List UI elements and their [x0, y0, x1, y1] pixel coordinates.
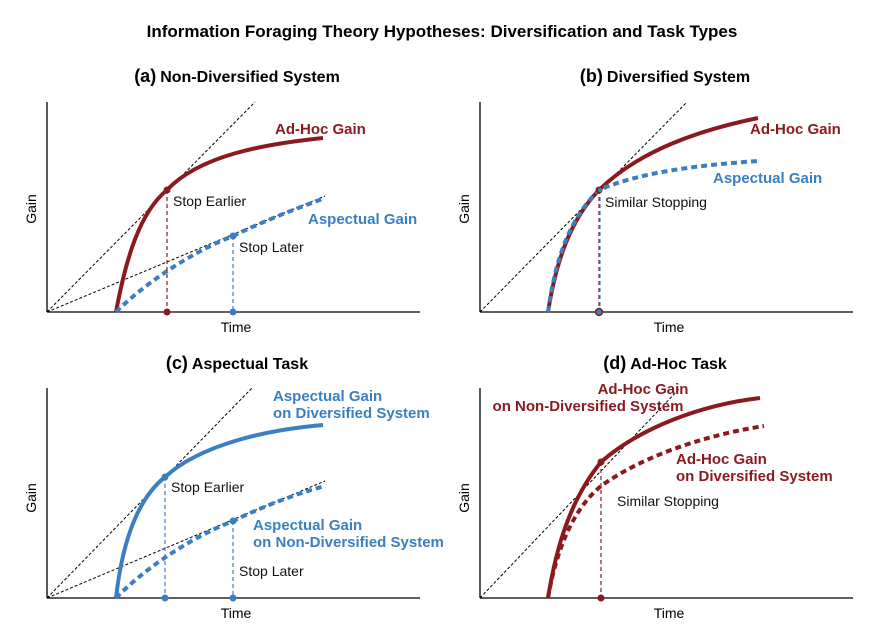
panel-a-adhoc-label: Ad-Hoc Gain [275, 121, 366, 138]
panel-a-title: (a) Non-Diversified System [134, 66, 340, 86]
panel-a-aspectual-label: Aspectual Gain [308, 211, 417, 228]
panel-c-stop-later: Stop Later [239, 563, 304, 579]
panel-d-diversified-curve [546, 424, 765, 599]
panel-d-x-label: Time [654, 605, 685, 621]
panel-d-stop-point [597, 458, 605, 466]
panel-b-aspectual-stop-point [597, 187, 603, 193]
panel-c-earlier-stop-point [161, 473, 169, 481]
panel-d-similar-stopping: Similar Stopping [617, 493, 719, 509]
panel-b-adhoc-label: Ad-Hoc Gain [750, 121, 841, 138]
panel-b-similar-stopping: Similar Stopping [605, 194, 707, 210]
panel-d-non-diversified-label-line2: on Non-Diversified System [493, 398, 684, 415]
panel-a: (a) Non-Diversified System Time Gain Ad-H… [23, 66, 420, 335]
panel-c-later-time-marker [229, 594, 237, 602]
panel-c-diversified-label-line1: Aspectual Gain [273, 388, 382, 405]
panel-d: (d) Ad-Hoc Task Time Gain Ad-Hoc Gain on … [456, 353, 853, 621]
panel-c-later-stop-point [229, 517, 237, 525]
panel-a-adhoc-stop-point [163, 186, 171, 194]
panel-c-stop-earlier: Stop Earlier [171, 479, 244, 495]
panel-d-non-diversified-label-line1: Ad-Hoc Gain [598, 381, 689, 398]
panel-c-title: (c) Aspectual Task [166, 353, 308, 373]
panel-d-time-marker [597, 594, 605, 602]
panel-a-adhoc-time-marker [163, 308, 171, 316]
panel-d-diversified-label-line1: Ad-Hoc Gain [676, 451, 767, 468]
panel-a-x-label: Time [221, 319, 252, 335]
panel-b-y-label: Gain [456, 194, 472, 224]
panel-c-x-label: Time [221, 605, 252, 621]
figure-title: Information Foraging Theory Hypotheses: … [146, 22, 738, 41]
panel-a-stop-earlier: Stop Earlier [173, 193, 246, 209]
panel-c-non-diversified-label-line2: on Non-Diversified System [253, 534, 444, 551]
panel-d-y-label: Gain [456, 483, 472, 513]
panel-d-diversified-label-line2: on Diversified System [676, 468, 833, 485]
panel-a-stop-later: Stop Later [239, 239, 304, 255]
panel-b-x-label: Time [654, 319, 685, 335]
panel-b: (b) Diversified System Time Gain Ad-Hoc G… [456, 66, 853, 335]
panel-d-title: (d) Ad-Hoc Task [603, 353, 727, 373]
panel-c-non-diversified-label-line1: Aspectual Gain [253, 517, 362, 534]
panel-a-aspectual-time-marker [229, 308, 237, 316]
panel-c: (c) Aspectual Task Time Gain Aspectual Ga… [23, 353, 444, 621]
panel-c-earlier-time-marker [161, 594, 169, 602]
panel-b-time-marker [594, 307, 604, 317]
panel-b-title: (b) Diversified System [580, 66, 750, 86]
panel-c-y-label: Gain [23, 483, 39, 513]
panel-a-y-label: Gain [23, 194, 39, 224]
panel-a-aspectual-stop-point [229, 232, 237, 240]
panel-c-diversified-label-line2: on Diversified System [273, 405, 430, 422]
panel-b-aspectual-label: Aspectual Gain [713, 170, 822, 187]
